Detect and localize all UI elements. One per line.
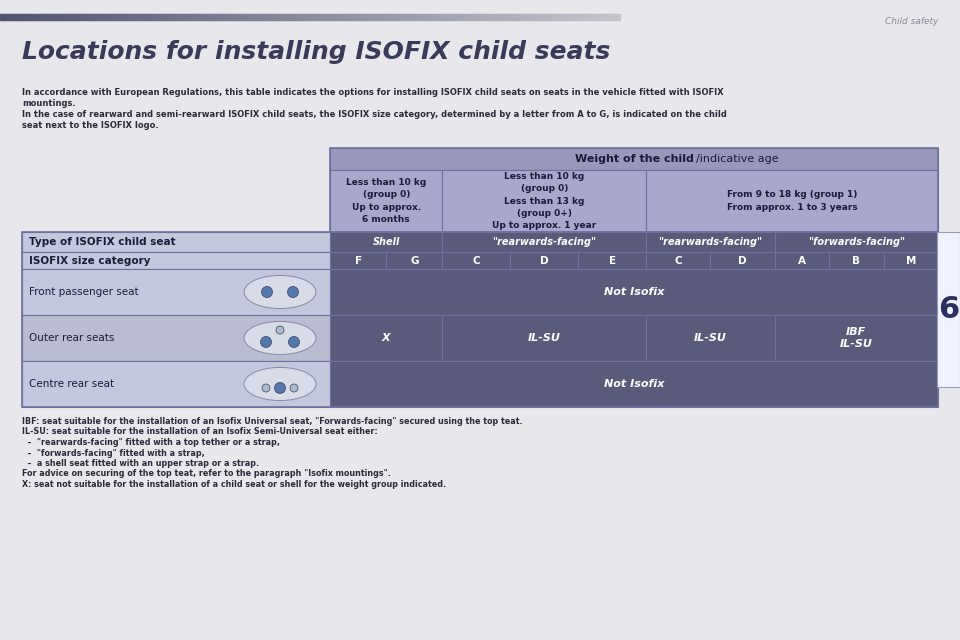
Text: Less than 10 kg
(group 0)
Less than 13 kg
(group 0+)
Up to approx. 1 year: Less than 10 kg (group 0) Less than 13 k… bbox=[492, 172, 596, 230]
Bar bbox=[443, 315, 646, 361]
Ellipse shape bbox=[244, 367, 316, 401]
Ellipse shape bbox=[244, 321, 316, 355]
Circle shape bbox=[276, 326, 284, 334]
Circle shape bbox=[275, 383, 285, 394]
Text: –  a shell seat fitted with an upper strap or a strap.: – a shell seat fitted with an upper stra… bbox=[22, 459, 259, 468]
Text: –  "rearwards-facing" fitted with a top tether or a strap,: – "rearwards-facing" fitted with a top t… bbox=[22, 438, 280, 447]
Bar bbox=[775, 252, 829, 269]
Bar bbox=[646, 252, 710, 269]
Text: IL-SU: IL-SU bbox=[528, 333, 561, 343]
Bar bbox=[829, 252, 883, 269]
Bar bbox=[22, 232, 330, 252]
Bar bbox=[330, 361, 938, 407]
Text: IL-SU: seat suitable for the installation of an Isofix Semi-Universal seat eithe: IL-SU: seat suitable for the installatio… bbox=[22, 428, 377, 436]
Bar bbox=[511, 252, 578, 269]
Text: seat next to the ISOFIX logo.: seat next to the ISOFIX logo. bbox=[22, 121, 158, 130]
Bar bbox=[330, 315, 443, 361]
Text: ISOFIX size category: ISOFIX size category bbox=[29, 255, 151, 266]
Bar bbox=[775, 315, 938, 361]
Text: From 9 to 18 kg (group 1)
From approx. 1 to 3 years: From 9 to 18 kg (group 1) From approx. 1… bbox=[727, 191, 857, 212]
Bar bbox=[443, 252, 511, 269]
Text: "rearwards-facing": "rearwards-facing" bbox=[659, 237, 762, 247]
Text: M: M bbox=[905, 255, 916, 266]
Text: D: D bbox=[540, 255, 548, 266]
Text: A: A bbox=[798, 255, 805, 266]
Bar bbox=[330, 148, 938, 170]
Bar bbox=[883, 252, 938, 269]
Bar bbox=[330, 170, 443, 232]
Bar bbox=[937, 232, 960, 387]
Text: F: F bbox=[354, 255, 362, 266]
Text: "rearwards-facing": "rearwards-facing" bbox=[492, 237, 596, 247]
Text: Front passenger seat: Front passenger seat bbox=[29, 287, 138, 297]
Text: IBF: seat suitable for the installation of an Isofix Universal seat, "Forwards-f: IBF: seat suitable for the installation … bbox=[22, 417, 522, 426]
Ellipse shape bbox=[244, 275, 316, 308]
Text: In accordance with European Regulations, this table indicates the options for in: In accordance with European Regulations,… bbox=[22, 88, 724, 97]
Bar bbox=[578, 252, 646, 269]
Text: IL-SU: IL-SU bbox=[694, 333, 727, 343]
Text: B: B bbox=[852, 255, 860, 266]
Circle shape bbox=[287, 287, 299, 298]
Text: For advice on securing of the top teat, refer to the paragraph "Isofix mountings: For advice on securing of the top teat, … bbox=[22, 470, 391, 479]
Circle shape bbox=[260, 337, 272, 348]
Text: X: seat not suitable for the installation of a child seat or shell for the weigh: X: seat not suitable for the installatio… bbox=[22, 480, 446, 489]
Text: G: G bbox=[410, 255, 419, 266]
Circle shape bbox=[290, 384, 298, 392]
Text: Centre rear seat: Centre rear seat bbox=[29, 379, 114, 389]
Text: Shell: Shell bbox=[372, 237, 400, 247]
Bar bbox=[330, 269, 938, 315]
Bar bbox=[22, 252, 330, 269]
Text: Not Isofix: Not Isofix bbox=[604, 287, 664, 297]
Text: Child safety: Child safety bbox=[884, 17, 938, 26]
Bar bbox=[646, 170, 938, 232]
Bar bbox=[443, 232, 646, 252]
Text: Less than 10 kg
(group 0)
Up to approx.
6 months: Less than 10 kg (group 0) Up to approx. … bbox=[347, 179, 426, 224]
Text: "forwards-facing": "forwards-facing" bbox=[807, 237, 905, 247]
Bar bbox=[22, 361, 330, 407]
Text: Not Isofix: Not Isofix bbox=[604, 379, 664, 389]
Bar bbox=[646, 232, 775, 252]
Circle shape bbox=[262, 384, 270, 392]
Text: Weight of the child: Weight of the child bbox=[575, 154, 693, 164]
Text: D: D bbox=[738, 255, 747, 266]
Bar bbox=[22, 232, 938, 407]
Circle shape bbox=[261, 287, 273, 298]
Text: mountings.: mountings. bbox=[22, 99, 76, 108]
Text: E: E bbox=[609, 255, 615, 266]
Text: X: X bbox=[382, 333, 391, 343]
Text: C: C bbox=[675, 255, 682, 266]
Bar bbox=[330, 232, 443, 252]
Bar bbox=[443, 170, 646, 232]
Bar bbox=[386, 252, 443, 269]
Text: Outer rear seats: Outer rear seats bbox=[29, 333, 114, 343]
Circle shape bbox=[289, 337, 300, 348]
Bar bbox=[775, 232, 938, 252]
Text: C: C bbox=[472, 255, 480, 266]
Bar bbox=[22, 315, 330, 361]
Text: Locations for installing ISOFIX child seats: Locations for installing ISOFIX child se… bbox=[22, 40, 611, 64]
Bar bbox=[330, 252, 386, 269]
Text: –  "forwards-facing" fitted with a strap,: – "forwards-facing" fitted with a strap, bbox=[22, 449, 204, 458]
Bar bbox=[330, 148, 938, 232]
Text: /indicative age: /indicative age bbox=[696, 154, 779, 164]
Text: IBF
IL-SU: IBF IL-SU bbox=[840, 326, 873, 349]
Bar bbox=[710, 252, 775, 269]
Text: Type of ISOFIX child seat: Type of ISOFIX child seat bbox=[29, 237, 176, 247]
Text: In the case of rearward and semi-rearward ISOFIX child seats, the ISOFIX size ca: In the case of rearward and semi-rearwar… bbox=[22, 110, 727, 119]
Bar bbox=[22, 269, 330, 315]
Bar bbox=[646, 315, 775, 361]
Text: 6: 6 bbox=[938, 295, 959, 324]
